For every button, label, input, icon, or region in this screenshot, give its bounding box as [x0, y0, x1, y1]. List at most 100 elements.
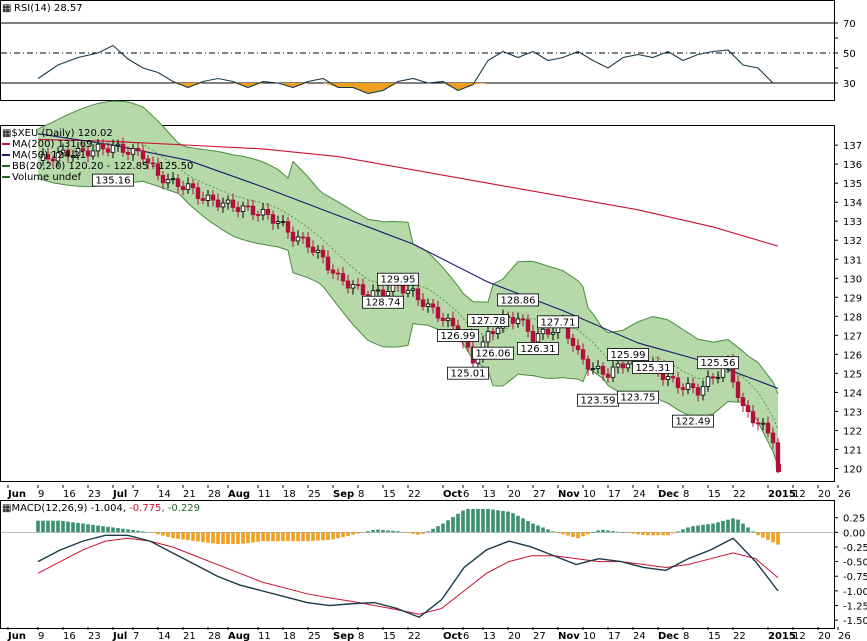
annotation-label: 128.86 — [501, 295, 536, 306]
macd-histogram-bar — [321, 532, 325, 541]
macd-histogram-bar — [526, 520, 530, 533]
price-tick-label: 128 — [843, 312, 862, 323]
macd-x-label: 20 — [508, 631, 521, 641]
price-x-label: 6 — [463, 489, 469, 500]
candle-body — [285, 221, 291, 233]
candle-body — [550, 332, 556, 335]
candle-body — [60, 149, 66, 154]
macd-histogram-bar — [66, 521, 70, 533]
candle-body — [300, 236, 306, 239]
candle-body — [740, 397, 746, 407]
candle-body — [110, 144, 116, 153]
candle-body — [775, 442, 781, 468]
macd-histogram-bar — [376, 529, 380, 533]
candle-body — [615, 363, 621, 368]
annotation-label: 125.01 — [451, 369, 486, 380]
candle-body — [430, 303, 436, 308]
price-annotation: 126.99 — [436, 329, 479, 342]
candle-body — [275, 221, 281, 224]
macd-histogram-bar — [651, 532, 655, 536]
price-x-label: 15 — [708, 489, 721, 500]
macd-histogram-bar — [751, 531, 755, 533]
macd-x-label: 28 — [208, 631, 221, 641]
macd-x-label: 15 — [708, 631, 721, 641]
macd-histogram-bar — [736, 519, 740, 533]
macd-x-label: Nov — [558, 631, 580, 641]
macd-histogram-bar — [56, 520, 60, 533]
macd-histogram-bar — [136, 530, 140, 533]
macd-histogram-bar — [756, 532, 760, 536]
candle-body — [665, 376, 671, 380]
macd-histogram-bar — [531, 523, 535, 533]
legend-item: BB(20,2.0) 120.20 - 122.85 - 125.50 — [12, 161, 193, 172]
macd-histogram-bar — [726, 519, 730, 533]
candle-body — [420, 299, 426, 307]
candle-body — [760, 422, 766, 425]
macd-histogram-bar — [451, 517, 455, 533]
macd-histogram-bar — [386, 530, 390, 533]
macd-histogram-bar — [681, 529, 685, 533]
macd-histogram-bar — [126, 529, 130, 533]
macd-x-label: 7 — [133, 631, 139, 641]
candle-body — [515, 318, 521, 324]
macd-histogram-bar — [661, 532, 665, 536]
price-tick-label: 135 — [843, 179, 862, 190]
price-annotation: 126.06 — [471, 346, 514, 360]
candle-body — [670, 376, 676, 379]
price-x-label: Dec — [658, 489, 679, 500]
annotation-label: 127.71 — [541, 317, 576, 328]
candle-body — [120, 143, 126, 153]
macd-histogram-bar — [231, 532, 235, 545]
macd-histogram-bar — [476, 508, 480, 533]
candle-body — [610, 366, 616, 378]
macd-x-label: 18 — [283, 631, 296, 641]
price-x-label: 26 — [838, 489, 851, 500]
macd-title: ▦MACD(12,26,9) -1.004, -0.775, -0.229 — [2, 503, 200, 514]
macd-x-label: Sep — [333, 631, 354, 641]
price-annotation: 127.71 — [537, 315, 580, 328]
macd-histogram-bar — [436, 526, 440, 533]
candle-body — [360, 284, 366, 296]
candle-body — [535, 333, 541, 343]
rsi-tick-label: 70 — [843, 19, 856, 30]
price-x-label: Oct — [443, 489, 462, 500]
macd-histogram-bar — [546, 529, 550, 533]
candle-body — [185, 183, 191, 191]
price-x-label: 7 — [133, 489, 139, 500]
macd-histogram-bar — [456, 513, 460, 533]
candle-body — [700, 386, 706, 396]
macd-histogram-bar — [101, 526, 105, 533]
macd-x-label: 17 — [608, 631, 621, 641]
annotation-label: 126.99 — [441, 331, 476, 342]
macd-histogram-bar — [371, 530, 375, 533]
macd-x-label: Jul — [112, 631, 127, 641]
candle-body — [425, 303, 431, 307]
rsi-tick-label: 30 — [843, 79, 856, 90]
candle-body — [180, 186, 186, 191]
candle-body — [65, 149, 71, 157]
macd-title-text: ▦MACD(12,26,9) -1.004, -0.775, -0.229 — [2, 503, 200, 514]
macd-histogram-bar — [311, 532, 315, 541]
macd-tick-label: -1.50 — [843, 616, 867, 627]
candle-body — [710, 376, 716, 379]
macd-histogram-bar — [41, 520, 45, 533]
price-tick-label: 123 — [843, 407, 862, 418]
macd-histogram-bar — [156, 532, 160, 535]
candle-body — [270, 214, 276, 224]
macd-histogram-bar — [501, 510, 505, 533]
candle-body — [70, 155, 76, 158]
candle-body — [405, 289, 411, 294]
macd-signal-line — [37, 537, 779, 615]
macd-histogram-bar — [76, 522, 80, 533]
macd-histogram-bar — [666, 532, 670, 536]
macd-histogram-bar — [146, 532, 150, 533]
macd-histogram-bar — [286, 532, 290, 542]
price-x-label: Nov — [558, 489, 580, 500]
macd-histogram-bar — [721, 520, 725, 533]
price-tick-label: 124 — [843, 388, 862, 399]
macd-title-icon: ▦ — [2, 503, 11, 514]
macd-x-label: 23 — [88, 631, 101, 641]
annotation-label: 128.74 — [366, 298, 401, 309]
annotation-box — [607, 348, 650, 361]
